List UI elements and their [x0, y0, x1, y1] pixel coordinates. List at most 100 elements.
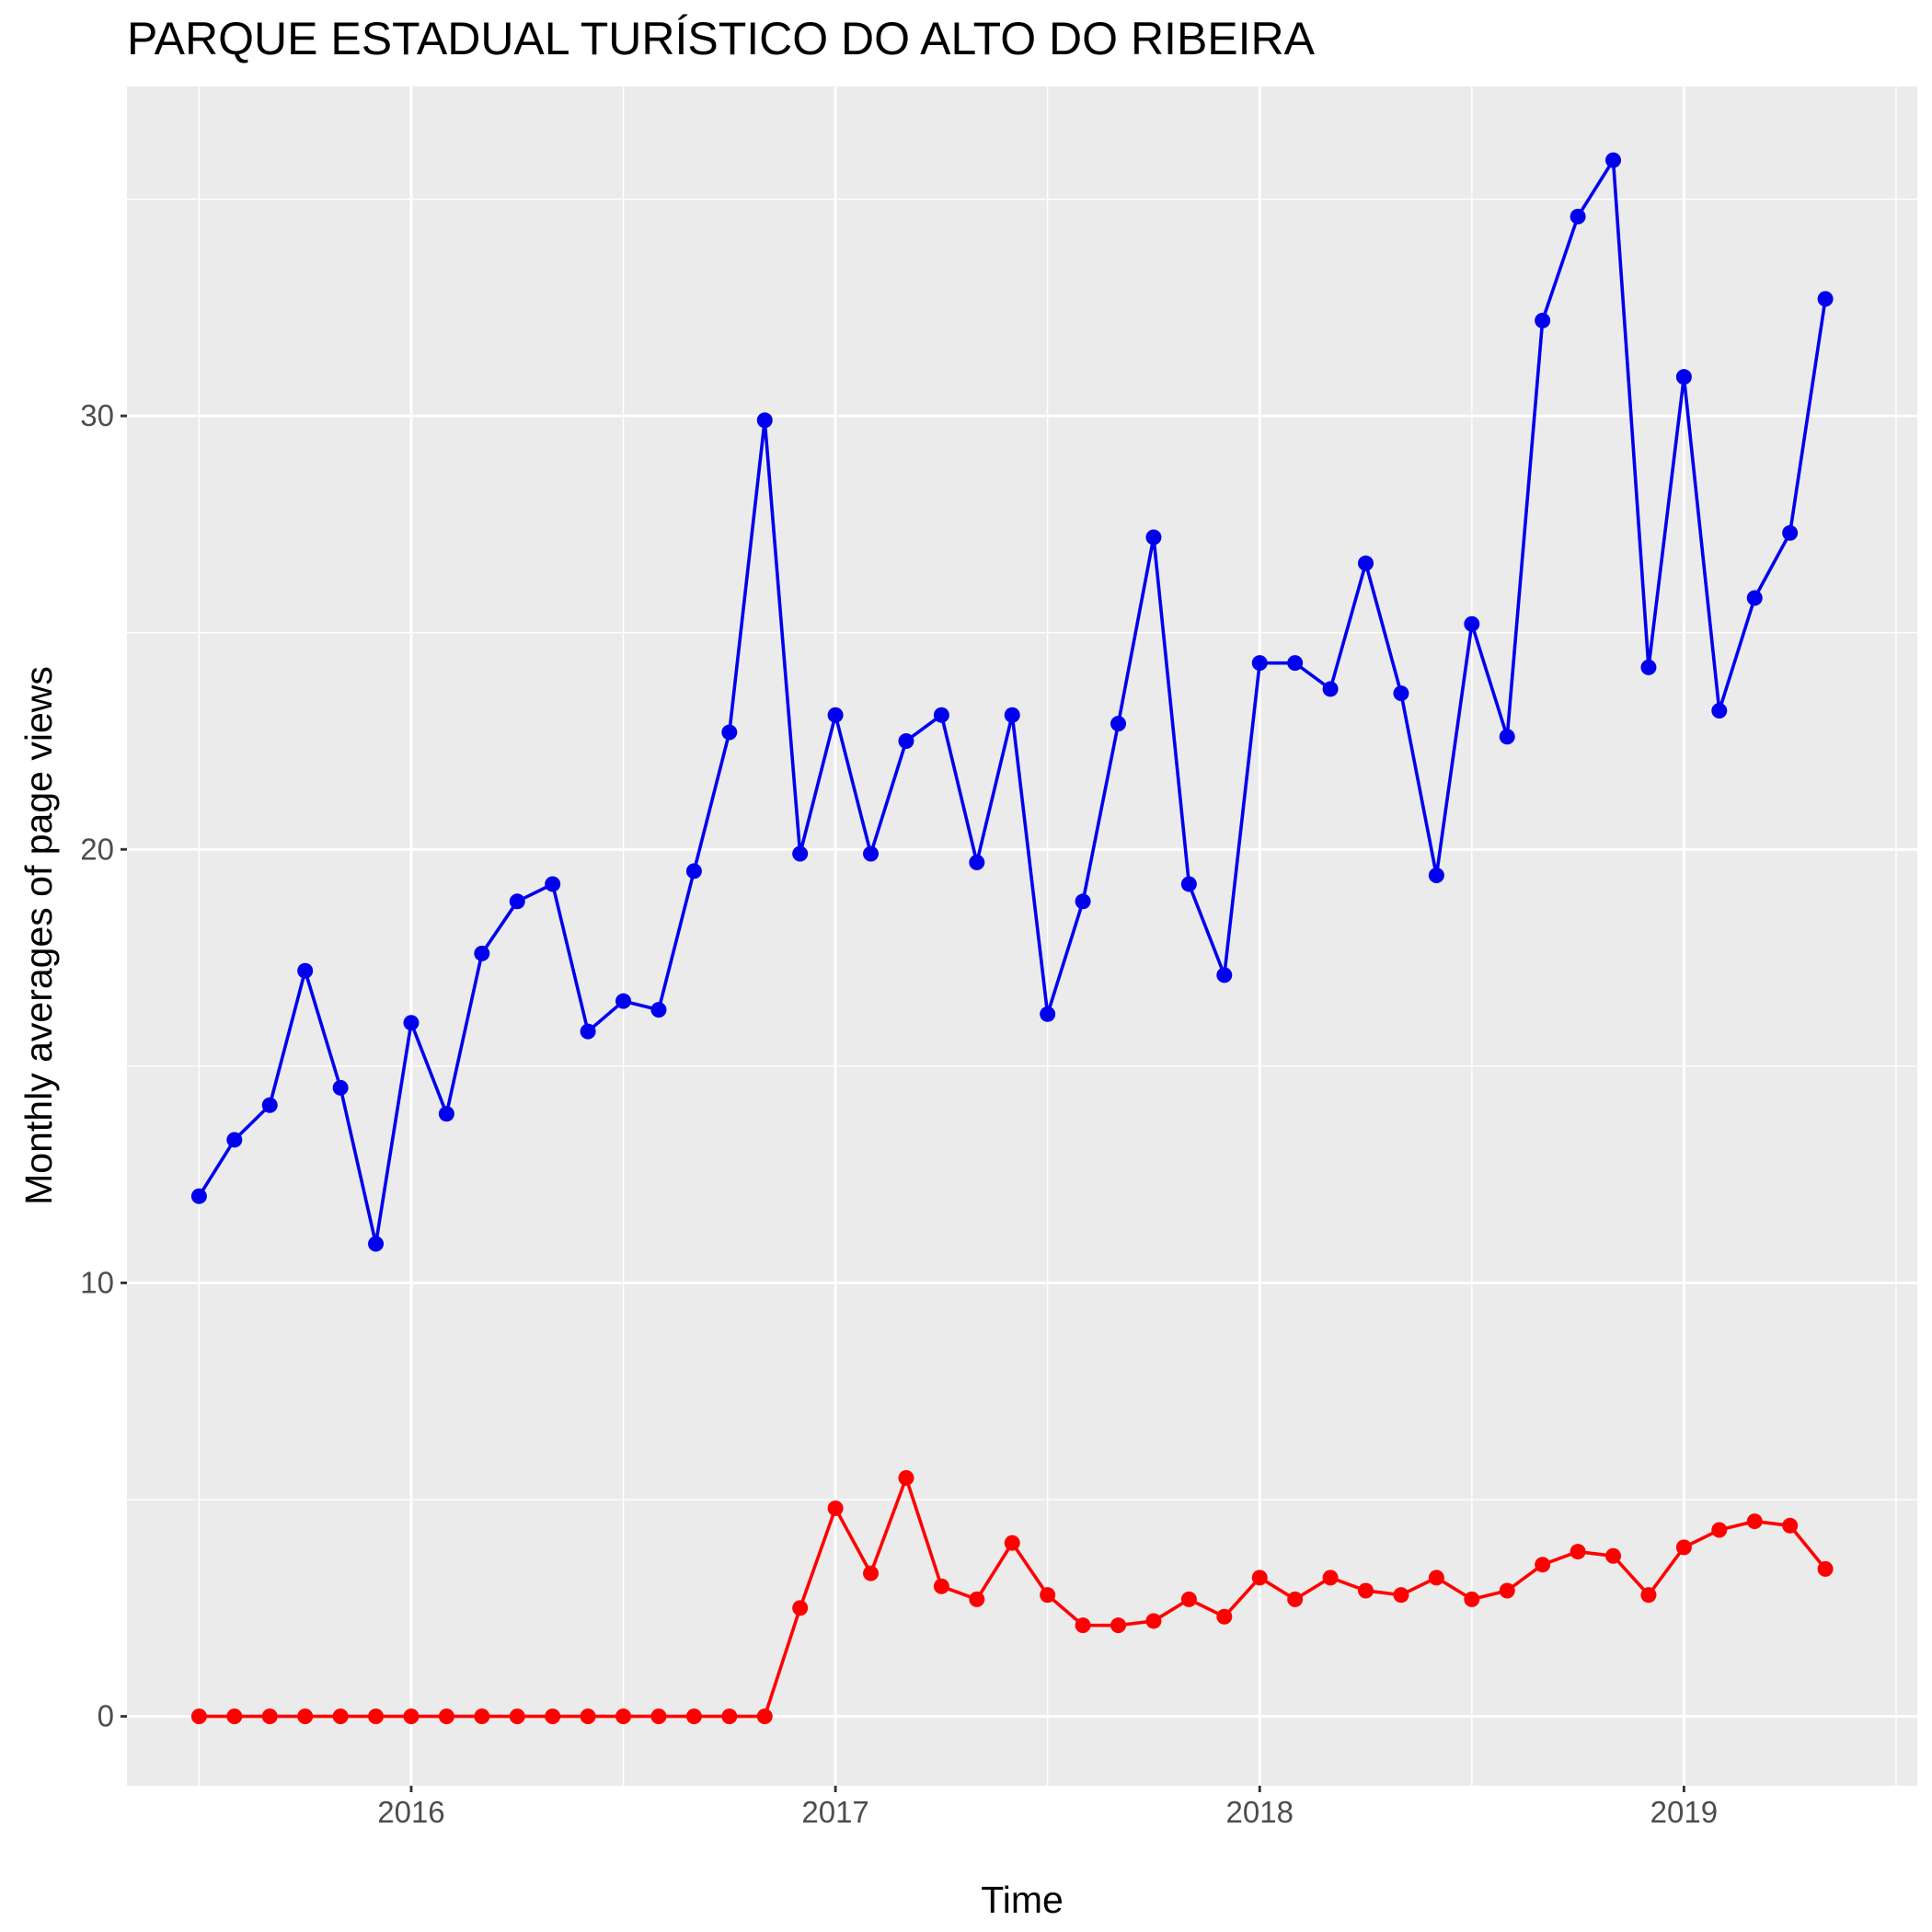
- series-1-point: [1640, 659, 1657, 675]
- series-1-point: [474, 945, 490, 961]
- y-tick-label: 10: [80, 1265, 114, 1299]
- series-1-point: [226, 1132, 243, 1148]
- chart-title: PARQUE ESTADUAL TURÍSTICO DO ALTO DO RIB…: [127, 13, 1316, 64]
- series-1-point: [969, 854, 985, 870]
- series-layer: [190, 152, 1834, 1725]
- series-1-point: [545, 876, 561, 892]
- series-1-point: [1180, 876, 1197, 892]
- series-2-point: [1287, 1591, 1304, 1607]
- series-1-point: [1711, 702, 1728, 719]
- series-1-point: [1216, 967, 1233, 983]
- series-1-point: [827, 707, 844, 723]
- series-1-point: [1075, 893, 1091, 910]
- series-1-point: [332, 1079, 349, 1096]
- series-1-point: [615, 993, 632, 1009]
- series-2-point: [1004, 1535, 1020, 1551]
- series-2-point: [898, 1469, 914, 1486]
- x-tick-label: 2018: [1226, 1795, 1294, 1829]
- series-2-point: [933, 1578, 949, 1594]
- series-2-point: [721, 1708, 738, 1725]
- series-2-point: [1110, 1617, 1127, 1634]
- series-2-point: [1180, 1591, 1197, 1607]
- series-1-point: [1782, 524, 1799, 541]
- series-1-point: [863, 845, 880, 862]
- series-1-point: [1322, 681, 1339, 697]
- x-tick-label: 2019: [1650, 1795, 1718, 1829]
- y-tick-label: 20: [80, 832, 114, 866]
- series-2-point: [474, 1708, 490, 1725]
- series-2-point: [1675, 1539, 1692, 1556]
- series-2-point: [332, 1708, 349, 1725]
- series-2-point: [615, 1708, 632, 1725]
- series-1-point: [650, 1002, 667, 1018]
- series-2-point: [226, 1708, 243, 1725]
- series-2-point: [1075, 1617, 1091, 1634]
- series-1-point: [1040, 1006, 1056, 1022]
- series-2-point: [438, 1708, 454, 1725]
- series-1-point: [721, 724, 738, 741]
- series-1-point: [898, 732, 914, 749]
- series-2-point: [1464, 1591, 1480, 1607]
- series-2-point: [509, 1708, 525, 1725]
- series-2-point: [1570, 1544, 1586, 1560]
- series-1-point: [685, 863, 702, 880]
- series-2-point: [580, 1708, 596, 1725]
- series-1-point: [792, 845, 809, 862]
- series-2-point: [297, 1708, 314, 1725]
- series-1-point: [1605, 152, 1622, 168]
- series-1-point: [368, 1236, 385, 1252]
- series-1-point: [1817, 291, 1834, 307]
- x-axis-title: Time: [981, 1879, 1064, 1921]
- series-2-point: [1428, 1570, 1444, 1586]
- series-1-point: [297, 962, 314, 979]
- series-1-point: [1358, 555, 1374, 571]
- x-axis: 2016 2017 2018 2019: [377, 1786, 1718, 1829]
- y-tick-label: 0: [98, 1699, 114, 1733]
- series-1-point: [190, 1188, 207, 1204]
- plot-panel: [127, 86, 1917, 1786]
- series-2-point: [1746, 1513, 1763, 1530]
- series-1-point: [1251, 655, 1268, 672]
- minor-gridlines: [127, 86, 1917, 1786]
- x-tick-label: 2017: [801, 1795, 868, 1829]
- series-1-point: [1393, 685, 1409, 702]
- series-2-point: [1358, 1582, 1374, 1599]
- series-2-point: [1322, 1570, 1339, 1586]
- series-2-point: [261, 1708, 278, 1725]
- series-2-point: [1040, 1587, 1056, 1604]
- series-2-point: [403, 1708, 420, 1725]
- series-2-point: [1605, 1547, 1622, 1564]
- series-1-point: [1464, 615, 1480, 632]
- series-1-point: [580, 1023, 596, 1040]
- series-2-point: [1535, 1557, 1551, 1573]
- series-1-point: [1428, 868, 1444, 884]
- y-axis: 0 10 20 30: [80, 398, 127, 1733]
- x-tick-label: 2016: [377, 1795, 444, 1829]
- series-2-point: [1782, 1517, 1799, 1534]
- series-1-point: [438, 1106, 454, 1122]
- series-1-point: [1004, 707, 1020, 723]
- series-2-point: [756, 1708, 773, 1725]
- series-2-point: [1711, 1522, 1728, 1538]
- series-1-point: [1570, 208, 1586, 224]
- series-2-point: [827, 1500, 844, 1516]
- series-2-point: [1640, 1587, 1657, 1604]
- series-1-point: [1675, 369, 1692, 385]
- series-1-point: [403, 1015, 420, 1031]
- series-2-point: [969, 1591, 985, 1607]
- y-tick-label: 30: [80, 398, 114, 432]
- series-2-point: [685, 1708, 702, 1725]
- series-2-point: [1393, 1587, 1409, 1604]
- series-1-point: [1746, 590, 1763, 606]
- series-2-point: [190, 1708, 207, 1725]
- series-2-point: [863, 1565, 880, 1581]
- series-2-point: [368, 1708, 385, 1725]
- series-2-point: [1145, 1613, 1162, 1629]
- y-axis-title: Monthly averages of page views: [17, 666, 60, 1205]
- series-2-point: [1251, 1570, 1268, 1586]
- series-2-point: [650, 1708, 667, 1725]
- series-1-point: [1499, 729, 1515, 745]
- series-2-point: [1817, 1560, 1834, 1577]
- series-1-point: [509, 893, 525, 910]
